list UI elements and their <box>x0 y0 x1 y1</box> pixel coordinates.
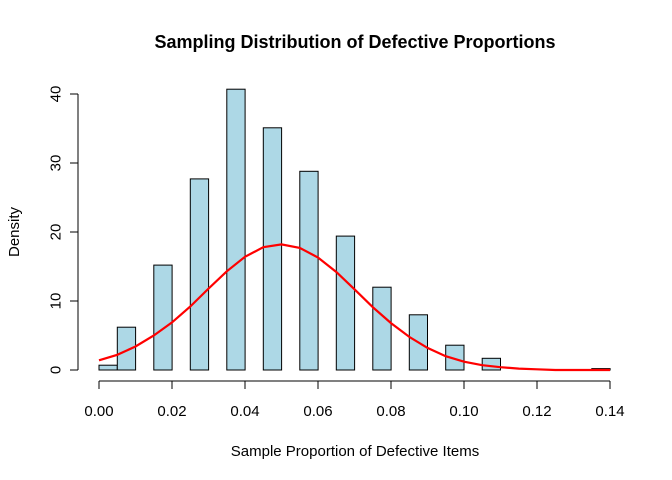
chart-title: Sampling Distribution of Defective Propo… <box>154 32 555 52</box>
histogram-bar <box>299 170 319 371</box>
x-tick-label: 0.10 <box>449 403 478 420</box>
y-tick-label: 10 <box>48 293 65 310</box>
x-axis: 0.00 0.02 0.04 0.06 0.08 0.10 0.12 0.14 <box>84 380 625 420</box>
histogram-bar <box>189 178 210 371</box>
bars-group <box>98 88 611 371</box>
histogram-bar <box>372 286 392 371</box>
density-curve <box>98 243 610 372</box>
y-axis: 0 10 20 30 40 <box>48 86 79 374</box>
y-tick-label: 0 <box>48 366 65 374</box>
x-tick-label: 0.06 <box>303 403 332 420</box>
x-tick-label: 0.00 <box>84 403 113 420</box>
histogram-bar <box>481 357 502 371</box>
x-axis-label: Sample Proportion of Defective Items <box>231 443 479 460</box>
x-tick-label: 0.14 <box>595 403 624 420</box>
histogram-bar <box>335 235 356 371</box>
histogram-bar <box>116 326 137 371</box>
y-axis-label: Density <box>6 206 23 257</box>
histogram-bar <box>445 344 465 371</box>
x-tick-label: 0.02 <box>157 403 186 420</box>
y-tick-label: 30 <box>48 155 65 172</box>
histogram-bar <box>226 88 246 371</box>
x-tick-label: 0.12 <box>522 403 551 420</box>
y-tick-label: 40 <box>48 86 65 103</box>
histogram-bar <box>153 264 173 371</box>
histogram-bar <box>98 364 118 371</box>
x-tick-label: 0.08 <box>376 403 405 420</box>
x-tick-label: 0.04 <box>230 403 259 420</box>
histogram-bar <box>262 127 283 371</box>
y-tick-label: 20 <box>48 224 65 241</box>
